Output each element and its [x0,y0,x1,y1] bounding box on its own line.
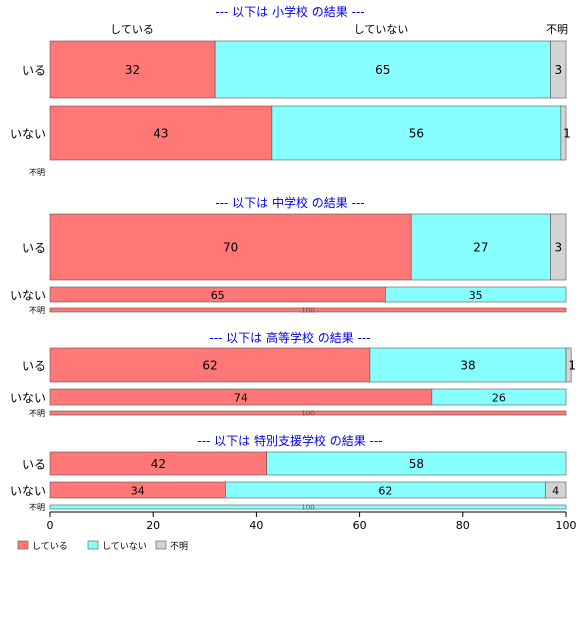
row-label: 不明 [29,409,45,418]
bar-segment [385,286,567,303]
row-label: いる [22,359,46,373]
bar-segment [271,105,562,161]
bar-value-label: 34 [131,485,145,498]
x-tick-label: 0 [47,519,54,532]
bar-value-label: 62 [378,485,392,498]
bar-value-label: 100 [301,504,314,512]
row-label: いない [10,289,46,303]
bar-segment [49,40,216,99]
bar-value-label: 3 [554,241,562,255]
bar-segment [266,451,567,476]
column-header: していない [354,23,409,36]
bar-segment [49,410,567,416]
x-tick-label: 20 [146,519,160,532]
bar-segment [410,213,551,281]
legend-label: している [32,541,68,552]
bar-value-label: 35 [469,289,483,302]
bar-value-label: 32 [125,63,140,77]
bar-segment [49,307,567,313]
row-label: いる [22,241,46,255]
bar-segment [560,105,567,161]
row-label: 不明 [29,503,45,512]
bar-value-label: 1 [568,359,576,373]
row-label: いる [22,64,46,78]
row-label: 不明 [29,168,45,177]
bar-value-label: 65 [375,63,390,77]
bar-segment [550,213,567,281]
row-label: いない [10,391,46,405]
x-tick-label: 100 [556,519,577,532]
row-label: いない [10,127,46,141]
bar-value-label: 1 [563,127,571,141]
panel-title: --- 以下は 小学校 の結果 --- [215,4,364,19]
bar-segment [431,388,567,406]
bar-value-label: 38 [460,359,475,373]
row-label: いない [10,484,46,498]
row-label: いる [22,458,46,472]
bar-segment [369,347,567,383]
column-header: 不明 [546,23,568,36]
bar-value-label: 56 [409,127,424,141]
legend-label: していない [102,541,147,552]
legend-swatch [155,540,167,550]
x-tick-label: 60 [353,519,367,532]
bar-value-label: 42 [151,457,166,471]
bar-segment [49,105,273,161]
bar-segment [565,347,572,383]
bar-value-label: 62 [202,359,217,373]
x-tick-label: 80 [456,519,470,532]
legend-swatch [17,540,29,550]
bar-value-label: 100 [301,307,314,315]
bar-segment [550,40,567,99]
x-tick-label: 40 [249,519,263,532]
panel-title: --- 以下は 高等学校 の結果 --- [209,330,370,345]
legend-label: 不明 [170,541,188,552]
row-label: 不明 [29,306,45,315]
bar-segment [49,504,567,510]
bar-value-label: 26 [492,392,506,405]
bar-value-label: 27 [473,241,488,255]
bar-value-label: 43 [153,127,168,141]
bar-value-label: 3 [554,63,562,77]
bar-value-label: 70 [223,241,238,255]
bar-segment [214,40,551,99]
panel-title: --- 以下は 中学校 の結果 --- [215,195,364,210]
bar-segment [545,481,567,499]
column-header: している [110,23,154,36]
panel-title: --- 以下は 特別支援学校 の結果 --- [197,433,382,448]
bar-value-label: 4 [552,485,559,498]
bar-value-label: 58 [409,457,424,471]
legend-swatch [87,540,99,550]
bar-segment [49,213,412,281]
bar-value-label: 65 [211,289,225,302]
bar-value-label: 74 [234,392,248,405]
bar-value-label: 100 [301,410,314,418]
